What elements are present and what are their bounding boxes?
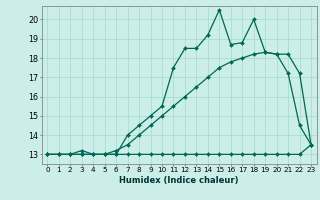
X-axis label: Humidex (Indice chaleur): Humidex (Indice chaleur) [119, 176, 239, 185]
